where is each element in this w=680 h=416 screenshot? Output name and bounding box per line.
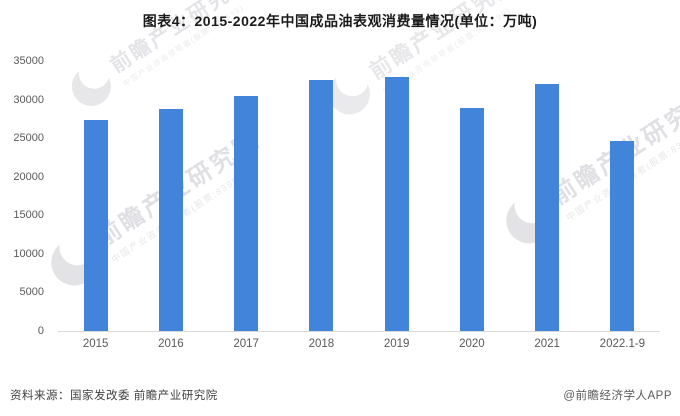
y-axis: 0 5000 10000 15000 20000 25000 30000 35000 xyxy=(0,55,52,337)
bar-2015 xyxy=(83,119,108,331)
plot-area: 0 5000 10000 15000 20000 25000 30000 35000 2015… xyxy=(13,55,660,350)
y-tick-label: 20000 xyxy=(13,170,44,183)
y-tick-label: 5000 xyxy=(19,286,44,299)
y-tick-label: 10000 xyxy=(13,247,44,260)
bar-slot: 2019 xyxy=(359,62,434,350)
bar-2020 xyxy=(459,108,484,331)
bar-2017 xyxy=(234,95,259,331)
y-tick-label: 35000 xyxy=(13,55,44,67)
bar-2018 xyxy=(309,79,334,331)
bar-2019 xyxy=(384,77,409,331)
y-tick-label: 25000 xyxy=(13,132,44,145)
credit-note: @前瞻经济学人APP xyxy=(563,390,672,402)
x-tick-label: 2017 xyxy=(233,338,259,350)
x-tick-label: 2022.1-9 xyxy=(599,338,646,350)
bar-slot: 2022.1-9 xyxy=(585,62,660,350)
bar-2021 xyxy=(535,84,560,331)
bar-slot: 2015 xyxy=(58,62,133,350)
x-tick-label: 2016 xyxy=(158,338,184,350)
y-tick-label: 30000 xyxy=(13,93,44,106)
x-tick-label: 2015 xyxy=(82,338,109,350)
x-tick-label: 2021 xyxy=(534,338,560,350)
chart-title: 图表4：2015-2022年中国成品油表观消费量情况(单位：万吨) xyxy=(142,13,538,29)
y-tick-label: 0 xyxy=(37,325,44,337)
bar-slot: 2020 xyxy=(434,62,509,350)
bar-slot: 2017 xyxy=(209,62,284,350)
bar-2022.1-9 xyxy=(610,141,635,331)
bar-slot: 2021 xyxy=(510,62,585,350)
source-note: 资料来源：国家发改委 前瞻产业研究院 xyxy=(10,390,218,402)
bar-slot: 2016 xyxy=(133,62,208,350)
bars-container: 2015 2016 2017 2018 2019 2020 2021 2022.1-9 xyxy=(58,62,660,350)
bar-2016 xyxy=(158,108,183,331)
x-tick-label: 2019 xyxy=(383,338,410,350)
bar-slot: 2018 xyxy=(284,62,359,350)
x-tick-label: 2020 xyxy=(459,338,485,350)
x-tick-label: 2018 xyxy=(308,338,335,350)
y-tick-label: 15000 xyxy=(13,209,44,222)
